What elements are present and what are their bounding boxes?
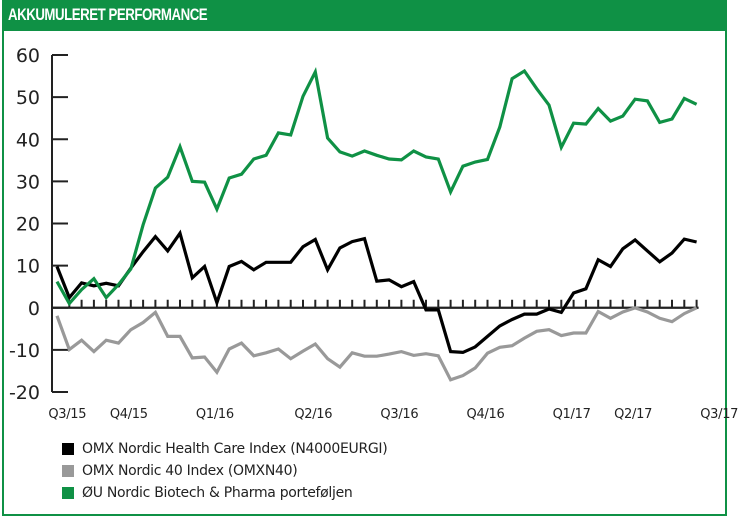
y-tick-label: -10 (9, 340, 40, 362)
legend-label-omx40-index: OMX Nordic 40 Index (OMXN40) (82, 463, 298, 479)
x-axis: Q3/15 Q4/15 Q1/16 Q2/16 Q3/16 Q4/16 Q1/17 Q2/17… (48, 299, 738, 422)
y-tick-label: 40 (16, 129, 40, 151)
legend: OMX Nordic Health Care Index (N4000EURGI… (62, 438, 388, 504)
y-tick-label: 20 (16, 214, 40, 236)
y-axis: 60 50 40 30 20 10 0 -10 -20 (9, 45, 68, 404)
legend-swatch-healthcare-index (62, 443, 74, 455)
chart-header: AKKUMULERET PERFORMANCE (2, 0, 726, 31)
y-tick-label: 10 (16, 256, 40, 278)
x-tick-label: Q3/17 (700, 407, 738, 422)
x-tick-label: Q2/17 (614, 407, 652, 422)
series-line-healthcare-index (55, 229, 697, 355)
x-tick-label: Q2/16 (294, 407, 332, 422)
y-tick-label: 60 (16, 45, 40, 67)
y-tick-label: 50 (16, 87, 40, 109)
chart-title: AKKUMULERET PERFORMANCE (8, 5, 208, 24)
legend-label-healthcare-index: OMX Nordic Health Care Index (N4000EURGI… (82, 441, 388, 457)
legend-swatch-portfolio (62, 487, 74, 499)
series-line-portfolio (55, 66, 698, 307)
series-line-omx40-index (55, 306, 698, 382)
y-tick-label: 30 (16, 171, 40, 193)
y-tick-label: 0 (28, 298, 40, 320)
x-tick-label: Q1/16 (196, 407, 234, 422)
x-tick-label: Q3/15 (48, 407, 86, 422)
series-layer (55, 66, 698, 382)
x-tick-label: Q3/16 (380, 407, 418, 422)
legend-item-portfolio: ØU Nordic Biotech & Pharma porteføljen (62, 482, 387, 504)
y-tick-label: -20 (9, 382, 40, 404)
legend-label-portfolio: ØU Nordic Biotech & Pharma porteføljen (82, 485, 353, 501)
x-tick-label: Q1/17 (553, 407, 591, 422)
legend-item-healthcare-index: OMX Nordic Health Care Index (N4000EURGI… (62, 438, 388, 460)
legend-swatch-omx40-index (62, 465, 74, 477)
legend-item-omx40-index: OMX Nordic 40 Index (OMXN40) (62, 460, 387, 482)
x-tick-label: Q4/15 (110, 407, 148, 422)
x-tick-label: Q4/16 (467, 407, 505, 422)
chart-frame (2, 0, 727, 516)
